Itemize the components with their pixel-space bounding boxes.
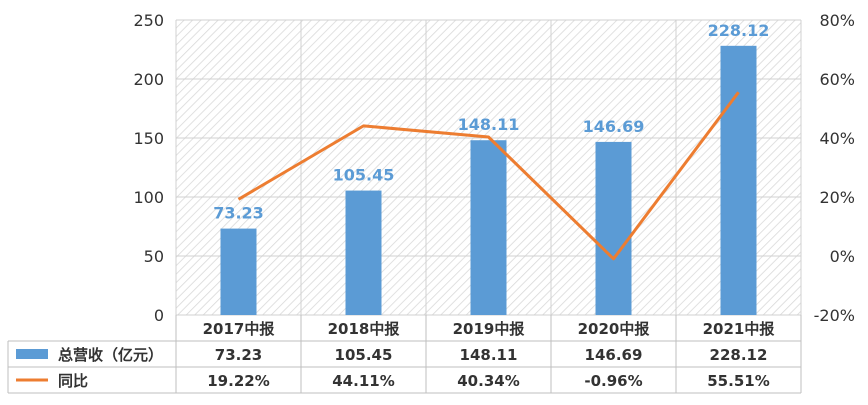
legend-label: 同比	[58, 372, 88, 390]
category-label: 2018中报	[328, 320, 400, 338]
bar	[221, 229, 257, 315]
left-tick-label: 100	[133, 188, 164, 207]
category-label: 2020中报	[578, 320, 650, 338]
table-cell: 44.11%	[332, 372, 394, 390]
legend-key-bar	[16, 349, 48, 359]
table-cell: 228.12	[710, 346, 768, 364]
right-tick-label: 40%	[819, 129, 855, 148]
right-tick-label: 80%	[819, 11, 855, 30]
table-cell: 146.69	[585, 346, 643, 364]
right-tick-label: 20%	[819, 188, 855, 207]
legend-label: 总营收（亿元）	[58, 346, 163, 364]
category-label: 2021中报	[703, 320, 775, 338]
left-tick-label: 50	[144, 247, 164, 266]
table-cell: -0.96%	[584, 372, 642, 390]
table-cell: 55.51%	[707, 372, 769, 390]
bar	[596, 142, 632, 315]
category-label: 2017中报	[203, 320, 275, 338]
bar-data-label: 228.12	[708, 21, 770, 40]
table-cell: 148.11	[460, 346, 518, 364]
left-tick-label: 200	[133, 70, 164, 89]
bar	[721, 46, 757, 315]
category-label: 2019中报	[453, 320, 525, 338]
table-cell: 19.22%	[207, 372, 269, 390]
left-axis: 0 50 100 150 200 250	[133, 11, 164, 325]
left-tick-label: 150	[133, 129, 164, 148]
table-cell: 73.23	[215, 346, 262, 364]
right-tick-label: -20%	[814, 306, 855, 325]
bar	[471, 140, 507, 315]
bar-data-label: 73.23	[213, 204, 264, 223]
right-tick-label: 60%	[819, 70, 855, 89]
table-cell: 40.34%	[457, 372, 519, 390]
left-tick-label: 0	[154, 306, 164, 325]
bar-data-label: 148.11	[458, 115, 520, 134]
bar	[346, 191, 382, 315]
bar-data-label: 146.69	[583, 117, 645, 136]
right-axis: -20% 0% 20% 40% 60% 80%	[814, 11, 855, 325]
left-tick-label: 250	[133, 11, 164, 30]
table-cell: 105.45	[335, 346, 393, 364]
bar-data-label: 105.45	[333, 166, 395, 185]
right-tick-label: 0%	[830, 247, 855, 266]
